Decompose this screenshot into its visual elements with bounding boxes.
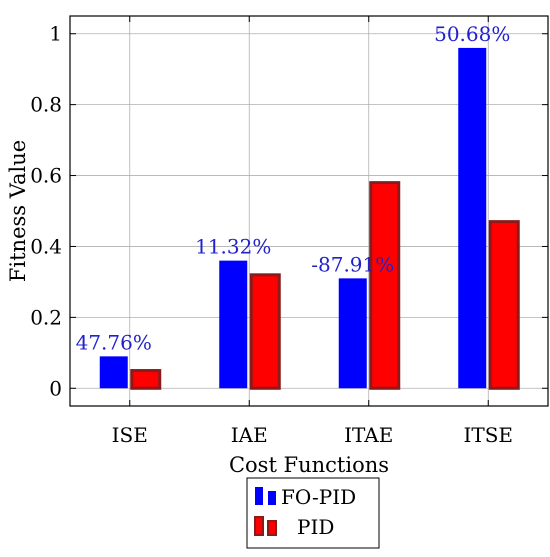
legend: FO-PID PID: [246, 477, 380, 549]
y-tick-label: 0.2: [30, 305, 62, 329]
x-tick-label: ISE: [112, 423, 148, 447]
x-axis-label: Cost Functions: [229, 453, 389, 477]
bar-pid-ise: [130, 369, 162, 390]
data-labels: 47.76% 11.32% -87.91% 50.68%: [76, 22, 511, 354]
annotation-label: 47.76%: [76, 330, 152, 354]
bar-fo-pid-itse: [458, 47, 487, 389]
legend-swatch: [267, 520, 277, 536]
annotation-label: 11.32%: [195, 235, 271, 259]
legend-swatch: [255, 487, 263, 505]
x-tick-label: ITSE: [463, 423, 513, 447]
bar-pid-itae: [369, 181, 401, 390]
bar-pid-iae: [249, 273, 281, 390]
legend-label-fo-pid: FO-PID: [281, 485, 356, 509]
annotation-label: 50.68%: [434, 22, 510, 46]
x-tick-label: IAE: [231, 423, 268, 447]
legend-label-pid: PID: [297, 515, 334, 539]
bar-fo-pid-itae: [338, 278, 367, 389]
x-tick-label: ITAE: [344, 423, 393, 447]
grid-lines: [70, 16, 548, 406]
y-axis-label: Fitness Value: [6, 140, 30, 282]
legend-swatch: [254, 516, 264, 536]
bar-fo-pid-iae: [219, 260, 248, 389]
bars: [99, 47, 520, 390]
y-tick-label: 0.8: [30, 93, 62, 117]
legend-box: [246, 477, 380, 549]
y-tick-label: 0.6: [30, 164, 62, 188]
y-tick-label: 0: [49, 376, 62, 400]
y-axis-ticks: 0 0.2 0.4 0.6 0.8 1 ISE IAE ITAE ITSE: [30, 16, 548, 447]
legend-swatch: [268, 491, 276, 505]
annotation-label: -87.91%: [311, 252, 394, 276]
bar-pid-itse: [488, 220, 520, 390]
plot-frame: [69, 15, 549, 407]
y-tick-label: 0.4: [30, 234, 62, 258]
y-tick-label: 1: [49, 22, 62, 46]
bar-fo-pid-ise: [99, 356, 128, 389]
